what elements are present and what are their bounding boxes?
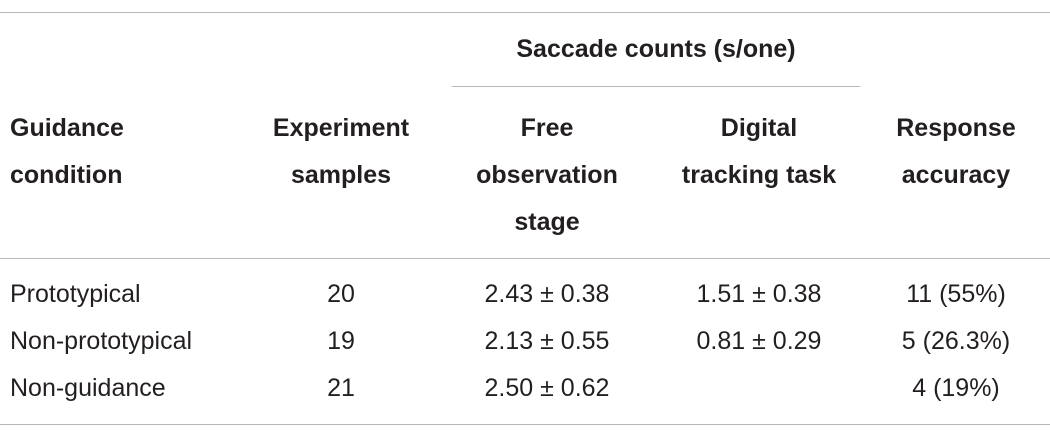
table-row-condition: Non-prototypical	[10, 327, 193, 355]
table-row-accuracy: 11 (55%)	[906, 280, 1006, 308]
table-row-condition: Prototypical	[10, 280, 141, 308]
group-header-saccade-counts: Saccade counts (s/one)	[516, 35, 796, 63]
header-bottom-rule	[0, 258, 1050, 259]
col-header-condition-line2: condition	[10, 161, 123, 189]
col-header-accuracy-line2: accuracy	[901, 161, 1011, 189]
table-row-samples: 19	[327, 327, 355, 355]
col-header-samples-line2: samples	[290, 161, 392, 189]
col-header-digital-line1: Digital	[720, 114, 798, 142]
col-header-free-line2: observation	[476, 161, 618, 189]
table-row-free: 2.13 ± 0.55	[484, 327, 610, 355]
table-row-samples: 21	[327, 374, 355, 402]
col-header-accuracy-line1: Response	[896, 114, 1016, 142]
col-header-digital-line2: tracking task	[681, 161, 837, 189]
bottom-rule	[0, 424, 1050, 425]
table-row-free: 2.50 ± 0.62	[484, 374, 610, 402]
table-row-digital: 1.51 ± 0.38	[696, 280, 822, 308]
table-row-free: 2.43 ± 0.38	[484, 280, 610, 308]
col-header-condition-line1: Guidance	[10, 114, 124, 142]
table-row-accuracy: 4 (19%)	[912, 374, 1000, 402]
table-row-condition: Non-guidance	[10, 374, 166, 402]
col-header-free-line3: stage	[514, 208, 580, 236]
table-row-samples: 20	[327, 280, 355, 308]
col-header-free-line1: Free	[520, 114, 574, 142]
col-header-samples-line1: Experiment	[272, 114, 410, 142]
table-row-accuracy: 5 (26.3%)	[901, 327, 1011, 355]
table-row-digital: 0.81 ± 0.29	[696, 327, 822, 355]
top-rule	[0, 12, 1050, 13]
group-header-rule	[452, 86, 860, 87]
